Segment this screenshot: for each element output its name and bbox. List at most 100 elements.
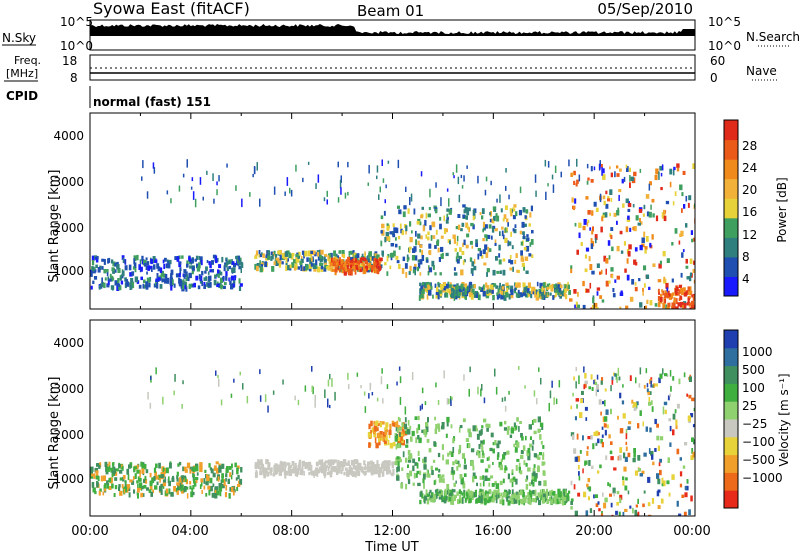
echo-cell — [310, 464, 313, 470]
echo-cell — [344, 267, 347, 272]
echo-cell — [652, 213, 655, 218]
echo-cell — [100, 475, 103, 482]
echo-cell — [607, 482, 610, 486]
echo-cell — [95, 264, 98, 268]
echo-cell — [651, 198, 655, 203]
echo-cell — [638, 278, 641, 282]
echo-cell — [518, 282, 521, 288]
echo-cell — [185, 271, 188, 277]
echo-cell — [482, 249, 486, 255]
echo-cell — [136, 491, 139, 496]
echo-cell — [456, 491, 459, 496]
echo-cell — [213, 279, 217, 286]
echo-cell — [649, 300, 653, 306]
echo-cell — [267, 471, 270, 476]
power-cbar-tick-20: 20 — [742, 183, 757, 197]
echo-cell — [683, 511, 687, 516]
echo-cell — [565, 493, 570, 499]
echo-cell — [140, 461, 143, 467]
echo-cell — [507, 222, 509, 227]
echo-cell — [440, 197, 442, 207]
echo-cell — [627, 490, 630, 495]
echo-cell — [478, 453, 481, 459]
echo-cell — [405, 230, 407, 235]
echo-cell — [540, 440, 543, 445]
echo-cell — [691, 448, 694, 454]
echo-cell — [273, 250, 276, 255]
echo-cell — [479, 476, 482, 480]
power-colorbar-swatch — [724, 237, 738, 258]
echo-cell — [480, 440, 484, 446]
echo-cell — [323, 266, 327, 272]
echo-cell — [512, 266, 514, 272]
echo-cell — [535, 190, 537, 197]
echo-cell — [426, 259, 429, 263]
power-heatmap — [90, 158, 695, 309]
echo-cell — [511, 469, 514, 473]
echo-cell — [123, 489, 126, 494]
echo-cell — [499, 421, 503, 427]
echo-cell — [201, 259, 203, 266]
echo-cell — [519, 230, 522, 235]
echo-cell — [666, 480, 670, 485]
echo-cell — [536, 281, 539, 287]
echo-cell — [317, 266, 321, 273]
echo-cell — [572, 434, 575, 440]
echo-cell — [510, 211, 513, 217]
echo-cell — [421, 493, 424, 499]
echo-cell — [675, 419, 678, 426]
echo-cell — [425, 426, 429, 432]
echo-cell — [195, 255, 199, 260]
echo-cell — [186, 159, 188, 168]
echo-cell — [680, 230, 684, 237]
echo-cell — [491, 289, 494, 294]
echo-cell — [436, 240, 439, 246]
power-colorbar-swatch — [724, 217, 738, 238]
echo-cell — [510, 260, 514, 265]
echo-cell — [385, 236, 389, 241]
echo-cell — [386, 465, 390, 472]
echo-cell — [393, 250, 396, 257]
echo-cell — [528, 291, 531, 295]
echo-cell — [377, 261, 379, 266]
echo-cell — [445, 252, 449, 257]
echo-cell — [484, 244, 488, 250]
echo-cell — [693, 304, 695, 309]
nave-label: Nave — [746, 64, 777, 78]
echo-cell — [534, 473, 538, 479]
echo-cell — [119, 490, 123, 496]
echo-cell — [616, 501, 619, 506]
echo-cell — [334, 267, 338, 273]
velocity-ytick-2000: 2000 — [53, 428, 84, 442]
echo-cell — [577, 465, 580, 470]
echo-cell — [328, 462, 332, 467]
echo-cell — [544, 159, 547, 167]
echo-cell — [142, 283, 144, 289]
echo-cell — [364, 253, 366, 258]
echo-cell — [555, 494, 558, 500]
echo-cell — [208, 261, 211, 265]
echo-cell — [397, 435, 401, 442]
echo-cell — [274, 254, 278, 259]
echo-cell — [352, 250, 355, 254]
echo-cell — [611, 514, 614, 516]
echo-cell — [196, 472, 199, 476]
echo-cell — [520, 433, 523, 438]
echo-cell — [552, 184, 555, 193]
echo-cell — [184, 284, 187, 290]
echo-cell — [225, 257, 228, 261]
echo-cell — [495, 213, 498, 218]
echo-cell — [288, 470, 292, 476]
echo-cell — [564, 284, 567, 289]
echo-cell — [349, 465, 352, 469]
echo-cell — [205, 266, 208, 271]
echo-cell — [383, 439, 387, 444]
echo-cell — [160, 270, 164, 277]
echo-cell — [484, 224, 488, 229]
echo-cell — [92, 266, 95, 272]
echo-cell — [593, 166, 596, 171]
echo-cell — [569, 298, 573, 302]
echo-cell — [225, 260, 229, 265]
echo-cell — [259, 266, 263, 273]
echo-cell — [379, 431, 383, 435]
